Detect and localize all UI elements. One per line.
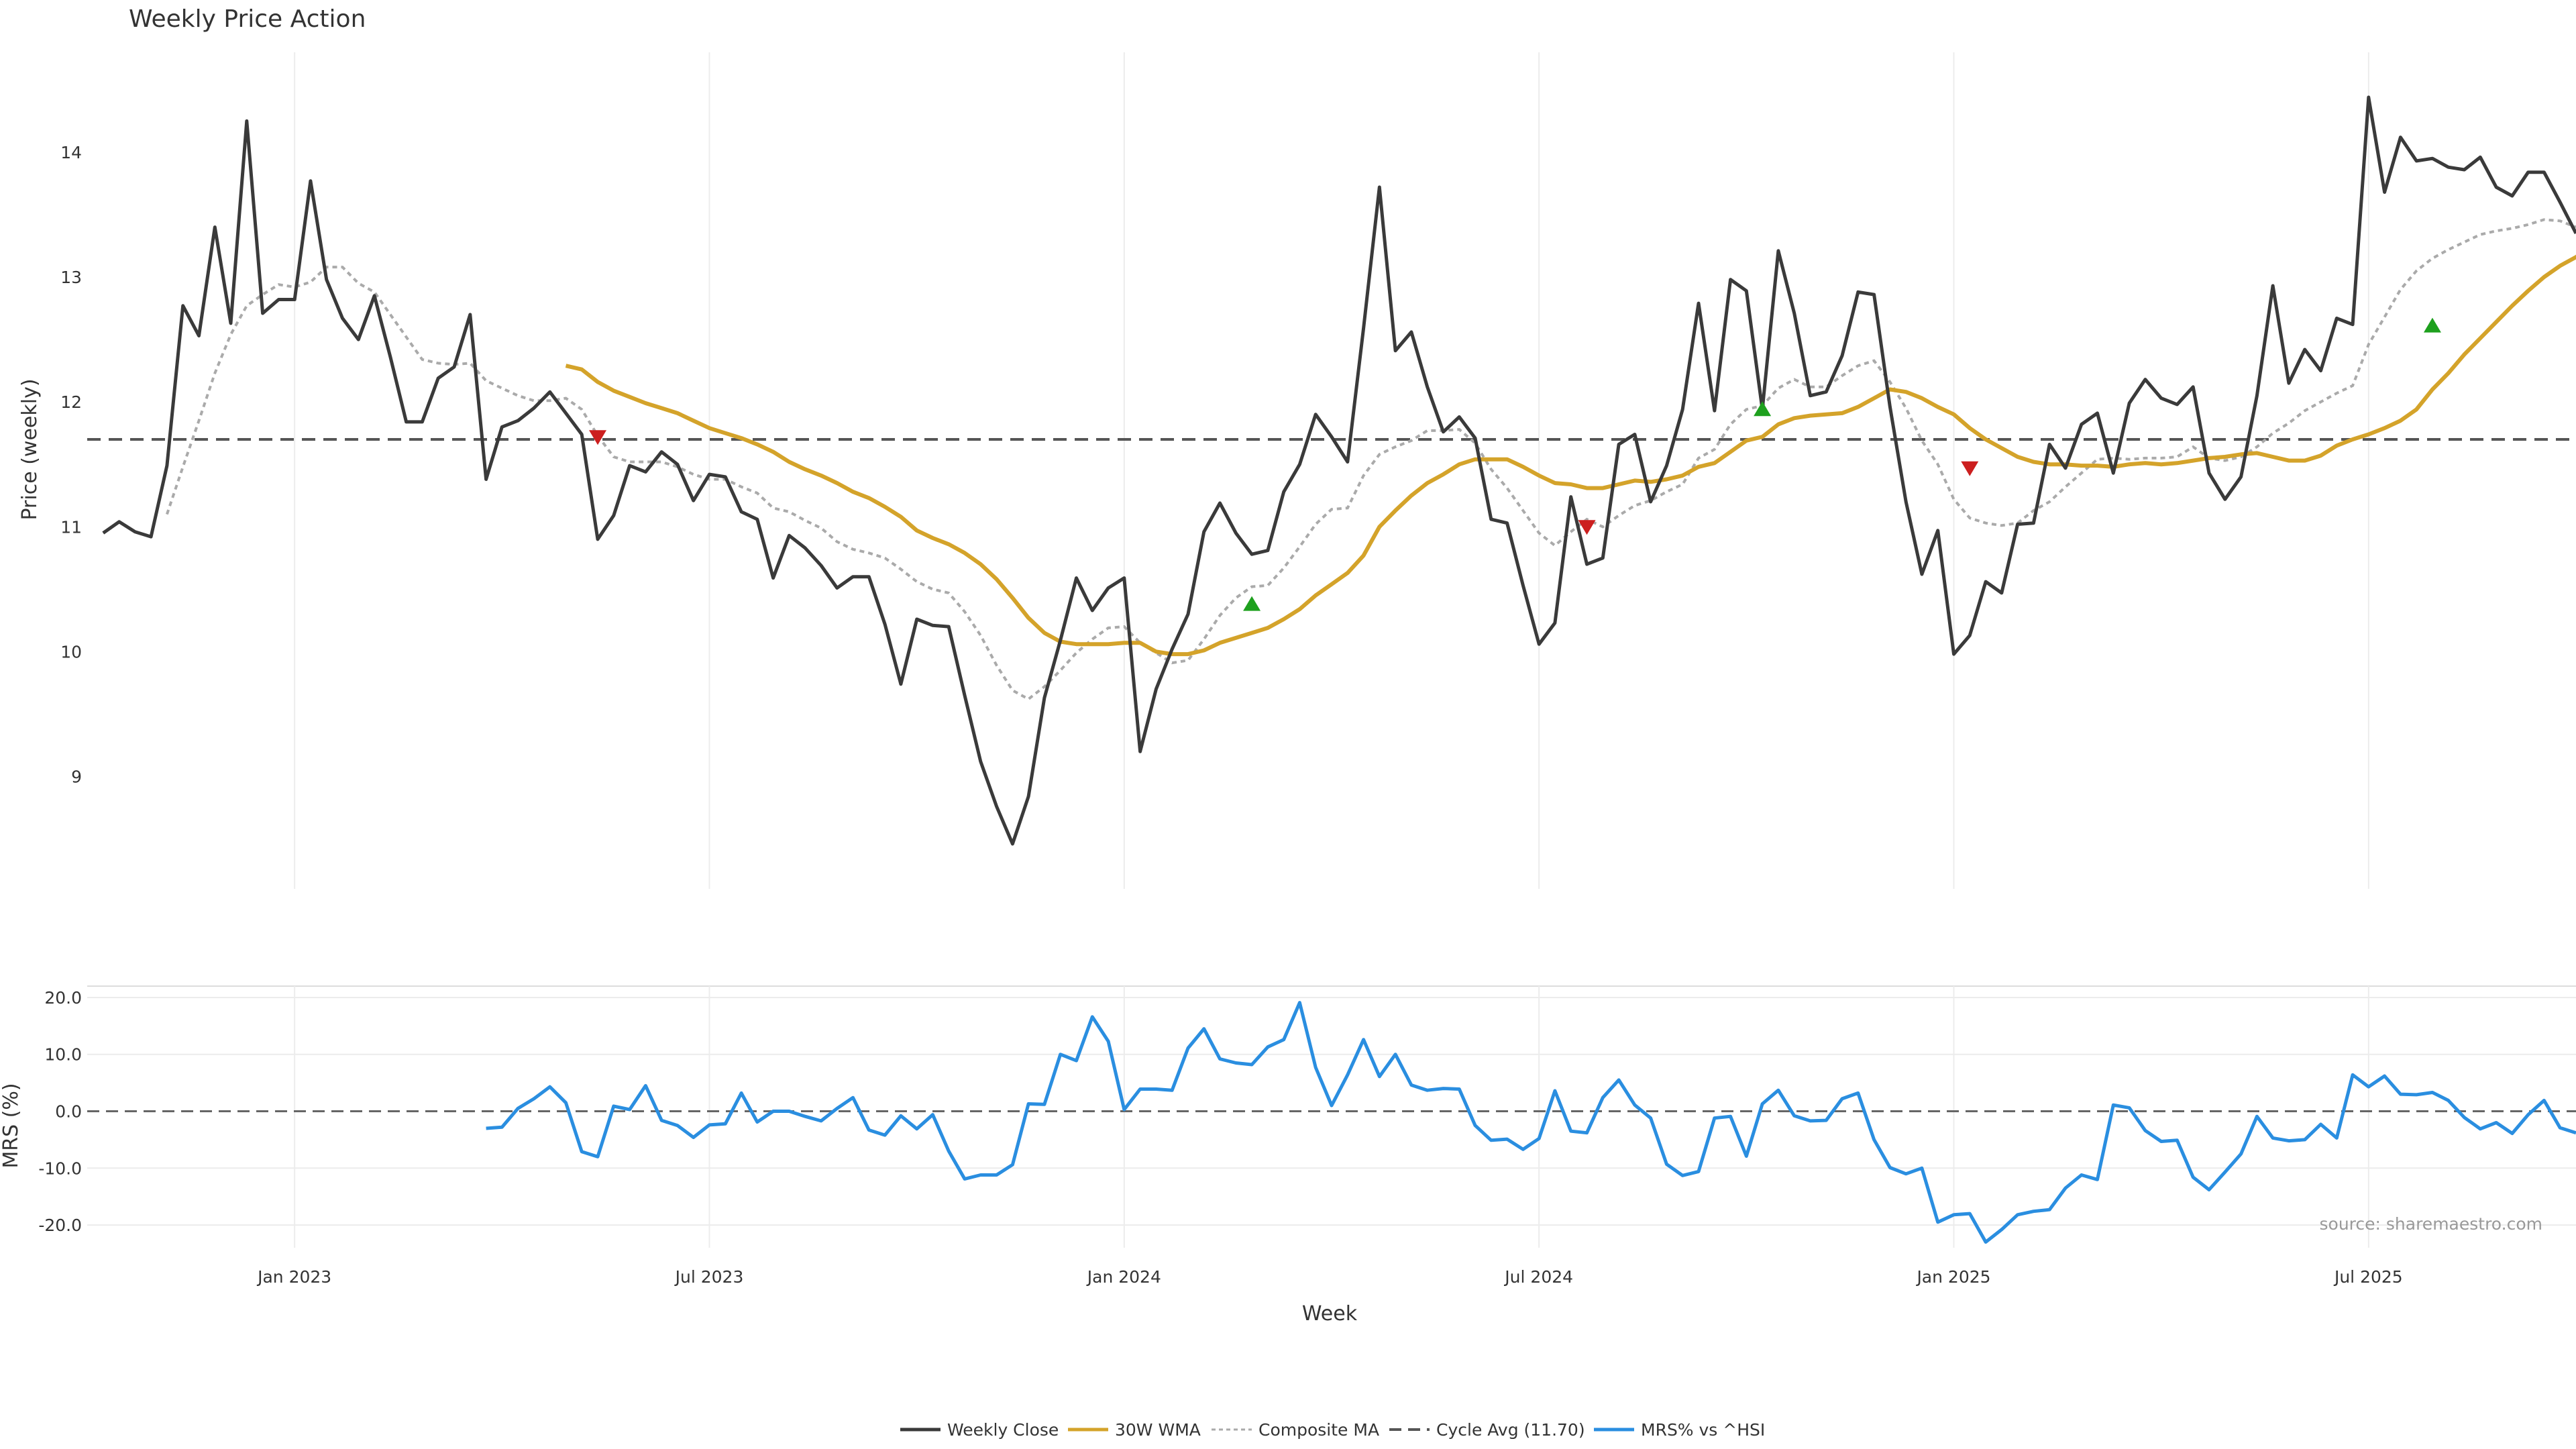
down-signal-marker xyxy=(1578,520,1596,535)
source-note: source: sharemaestro.com xyxy=(2320,1214,2543,1234)
legend-label-mrs: MRS% vs ^HSI xyxy=(1641,1420,1765,1440)
weekly-close-series xyxy=(102,95,2576,846)
x-tick-label: Jul 2023 xyxy=(674,1267,744,1287)
legend-label-close: Weekly Close xyxy=(947,1420,1059,1440)
wma-series xyxy=(565,254,2576,657)
legend-label-composite: Composite MA xyxy=(1258,1420,1379,1440)
legend: Weekly Close 30W WMA Composite MA Cycle … xyxy=(900,1420,1765,1440)
down-signal-marker xyxy=(589,430,607,445)
x-tick-label: Jan 2023 xyxy=(256,1267,331,1287)
mrs-y-tick-label: -20.0 xyxy=(38,1216,82,1235)
price-y-tick-label: 9 xyxy=(71,767,82,786)
mrs-series xyxy=(486,1001,2576,1244)
x-axis-label: Week xyxy=(1302,1302,1358,1326)
price-y-tick-label: 11 xyxy=(60,517,82,537)
x-tick-label: Jan 2024 xyxy=(1086,1267,1161,1287)
price-y-label: Price (weekly) xyxy=(18,378,42,520)
price-y-tick-label: 12 xyxy=(60,392,82,412)
mrs-y-tick-label: 10.0 xyxy=(44,1045,82,1065)
up-signal-marker xyxy=(2423,317,2441,333)
price-y-tick-label: 10 xyxy=(60,642,82,661)
x-tick-label: Jul 2025 xyxy=(2333,1267,2403,1287)
price-panel: 9 10 11 12 13 14 Price (weekly) xyxy=(18,52,2576,889)
legend-label-wma: 30W WMA xyxy=(1115,1420,1201,1440)
mrs-y-tick-label: 0.0 xyxy=(55,1102,82,1122)
up-signal-marker xyxy=(1754,401,1772,417)
mrs-panel: 20.0 10.0 0.0 -10.0 -20.0 MRS (%) source: sh… xyxy=(0,985,2576,1248)
up-signal-marker xyxy=(1243,596,1261,611)
chart-title: Weekly Price Action xyxy=(129,5,366,33)
x-tick-label: Jan 2025 xyxy=(1915,1267,1990,1287)
mrs-y-label: MRS (%) xyxy=(0,1083,23,1168)
x-tick-label: Jul 2024 xyxy=(1503,1267,1573,1287)
mrs-y-tick-label: 20.0 xyxy=(44,988,82,1008)
price-y-tick-label: 13 xyxy=(60,268,82,287)
price-y-tick-label: 14 xyxy=(60,143,82,162)
mrs-y-tick-label: -10.0 xyxy=(38,1159,82,1178)
legend-label-cycle: Cycle Avg (11.70) xyxy=(1436,1420,1585,1440)
down-signal-marker xyxy=(1961,461,1979,476)
